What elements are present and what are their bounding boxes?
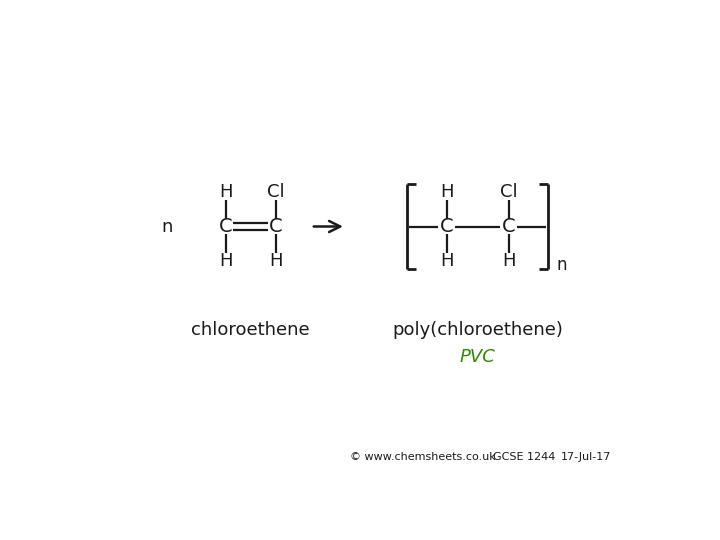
Text: H: H xyxy=(269,252,283,270)
Text: 17-Jul-17: 17-Jul-17 xyxy=(561,453,611,462)
Text: poly(chloroethene): poly(chloroethene) xyxy=(392,321,563,340)
Text: GCSE 1244: GCSE 1244 xyxy=(492,453,555,462)
Text: H: H xyxy=(440,252,454,270)
Text: H: H xyxy=(440,183,454,201)
Text: Cl: Cl xyxy=(267,183,285,201)
Text: C: C xyxy=(440,217,454,236)
Text: H: H xyxy=(219,252,233,270)
Text: Cl: Cl xyxy=(500,183,517,201)
Text: C: C xyxy=(502,217,516,236)
Text: C: C xyxy=(269,217,283,236)
Text: n: n xyxy=(162,218,174,235)
Text: H: H xyxy=(219,183,233,201)
Text: C: C xyxy=(219,217,233,236)
Text: © www.chemsheets.co.uk: © www.chemsheets.co.uk xyxy=(351,453,496,462)
Text: n: n xyxy=(557,256,567,274)
Text: PVC: PVC xyxy=(459,348,495,367)
Text: chloroethene: chloroethene xyxy=(191,321,310,340)
Text: H: H xyxy=(502,252,516,270)
